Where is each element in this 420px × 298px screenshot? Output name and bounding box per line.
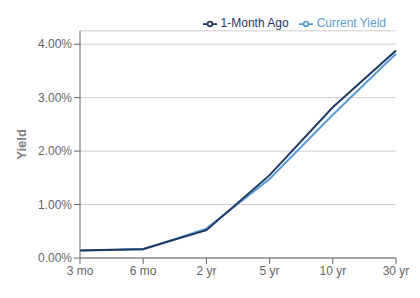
html-text:1-Month Ago: 1-Month Ago	[220, 16, 289, 30]
svg-text:2 yr: 2 yr	[196, 264, 216, 278]
svg-text:3 mo: 3 mo	[67, 264, 94, 278]
svg-text:0.00%: 0.00%	[38, 251, 72, 265]
svg-text:3.00%: 3.00%	[38, 91, 72, 105]
svg-text:4.00%: 4.00%	[38, 37, 72, 51]
svg-text:10 yr: 10 yr	[319, 264, 346, 278]
html-text:Current Yield: Current Yield	[316, 16, 386, 30]
svg-text:5 yr: 5 yr	[260, 264, 280, 278]
svg-text:Yield: Yield	[14, 129, 29, 160]
svg-text:30 yr: 30 yr	[383, 264, 410, 278]
svg-text:1.00%: 1.00%	[38, 198, 72, 212]
svg-text:2.00%: 2.00%	[38, 144, 72, 158]
svg-text:6 mo: 6 mo	[130, 264, 157, 278]
